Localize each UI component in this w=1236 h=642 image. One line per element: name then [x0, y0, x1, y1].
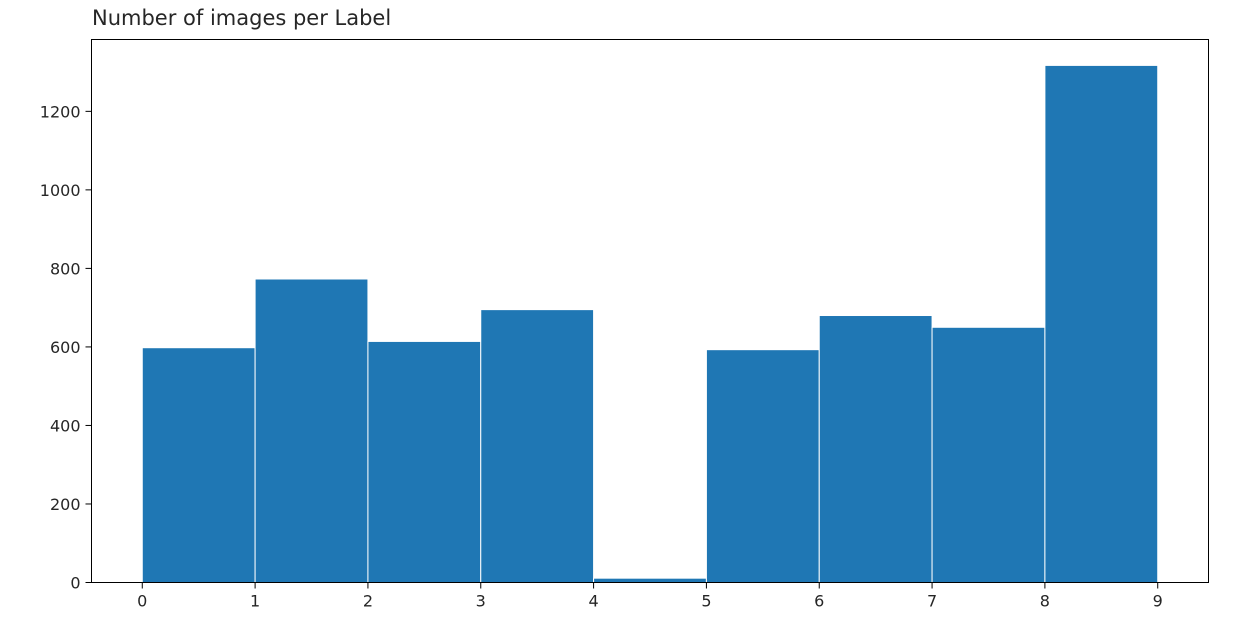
histogram-bar: [593, 577, 707, 584]
bars-layer: [141, 64, 1159, 584]
y-tick-label: 1200: [40, 102, 81, 121]
x-tick-label: 7: [927, 592, 937, 611]
x-tick-label: 8: [1040, 592, 1050, 611]
histogram-bar: [254, 278, 369, 583]
x-tick-label: 5: [701, 592, 711, 611]
y-tick-label: 400: [50, 416, 81, 435]
y-tick-label: 1000: [40, 181, 81, 200]
histogram-bar: [705, 349, 820, 583]
histogram-bar: [1044, 64, 1159, 584]
y-tick-label: 0: [70, 574, 80, 593]
plot-frame: [91, 39, 1209, 583]
x-tick-label: 9: [1153, 592, 1163, 611]
x-tick-label: 1: [250, 592, 260, 611]
y-tick-label: 600: [50, 338, 81, 357]
y-tick-label: 200: [50, 495, 81, 514]
x-tick-label: 0: [137, 592, 147, 611]
histogram-bar: [931, 326, 1046, 583]
chart-title: Number of images per Label: [92, 6, 391, 30]
histogram-bar: [480, 309, 595, 583]
y-axis: 0 200 400 600 800 1000 1200: [40, 102, 92, 593]
x-tick-label: 3: [476, 592, 486, 611]
histogram-bar: [367, 340, 482, 583]
y-tick-label: 800: [50, 259, 81, 278]
x-tick-label: 4: [588, 592, 598, 611]
histogram-bar: [818, 315, 933, 583]
x-tick-label: 6: [814, 592, 824, 611]
x-tick-label: 2: [363, 592, 373, 611]
histogram-bar: [141, 347, 256, 583]
x-axis: 0 1 2 3 4 5 6 7 8 9: [137, 582, 1163, 611]
